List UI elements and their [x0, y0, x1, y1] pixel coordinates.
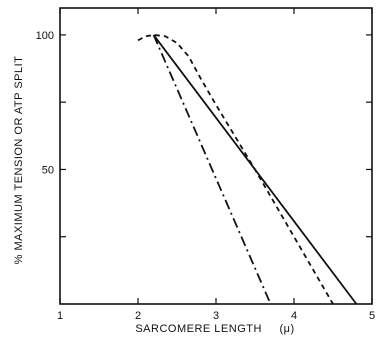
x-tick-label: 5: [369, 310, 375, 322]
plot-frame: [59, 7, 373, 305]
y-tick-label: 50: [42, 164, 54, 176]
series-lines: [137, 34, 358, 305]
plot-border: [59, 7, 373, 305]
y-tick-label: 100: [36, 30, 54, 42]
x-tick-label: 4: [291, 310, 297, 322]
axis-ticks: 1 2 3 4 5 50 100: [36, 8, 375, 322]
x-tick-label: 2: [135, 310, 141, 322]
x-tick-label: 1: [57, 310, 63, 322]
x-axis-label-text: SARCOMERE LENGTH: [135, 323, 262, 335]
series-line-dashdot: [152, 34, 272, 305]
x-tick-label: 3: [213, 310, 219, 322]
y-axis-label: % MAXIMUM TENSION OR ATP SPLIT: [13, 56, 25, 265]
x-axis-unit: (μ): [279, 323, 294, 335]
axis-labels: SARCOMERE LENGTH (μ) % MAXIMUM TENSION O…: [13, 56, 294, 335]
series-line-dashed: [137, 34, 334, 305]
x-axis-label: SARCOMERE LENGTH (μ): [135, 323, 294, 335]
